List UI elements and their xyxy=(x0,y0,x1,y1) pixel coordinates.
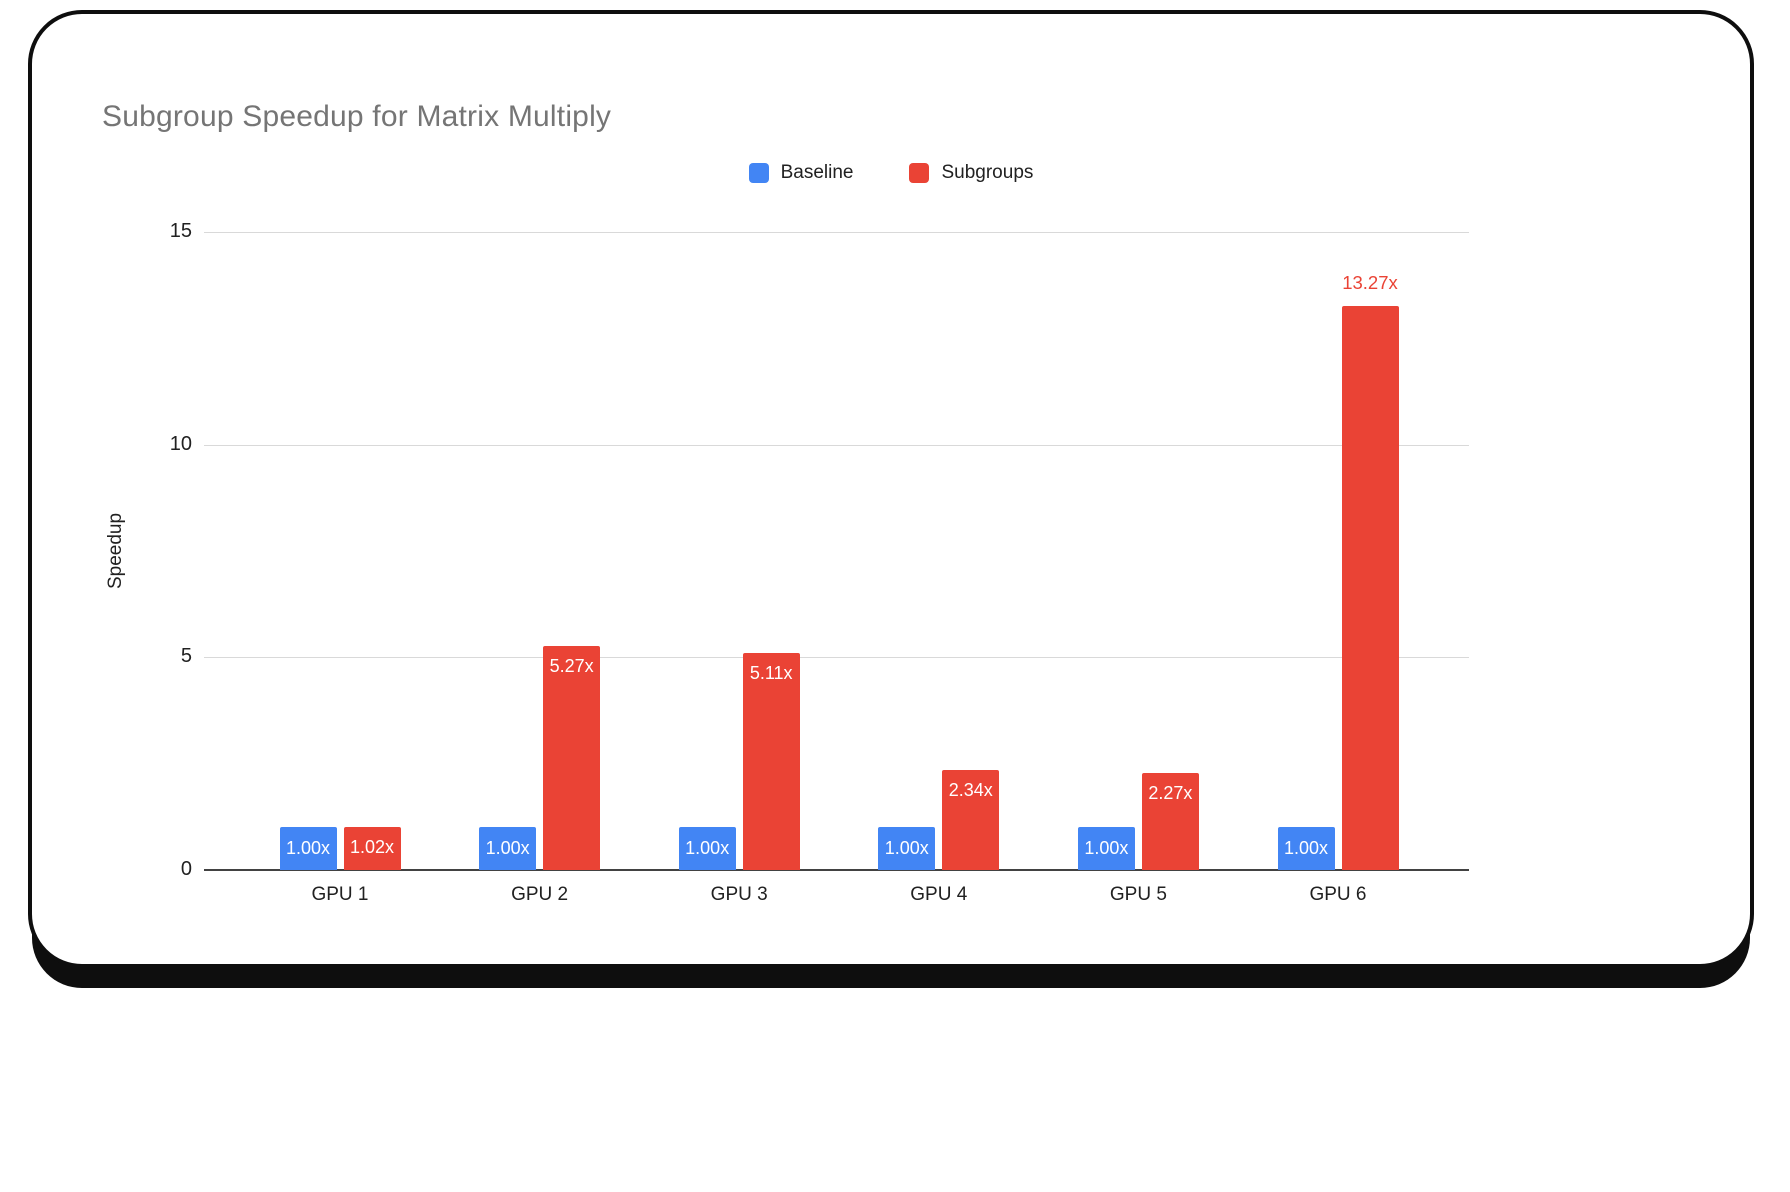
x-axis-line xyxy=(204,869,1469,871)
legend-item-baseline: Baseline xyxy=(748,162,854,184)
legend-item-subgroups: Subgroups xyxy=(909,162,1033,184)
bar-baseline-gpu-1 xyxy=(279,827,337,870)
bar-subgroups-gpu-1 xyxy=(343,826,401,870)
bar-subgroups-gpu-3 xyxy=(742,652,800,870)
y-tick-label: 10 xyxy=(169,432,192,455)
x-tick-label: GPU 3 xyxy=(710,884,768,905)
y-tick-label: 5 xyxy=(180,645,192,668)
bar-label: 1.00x xyxy=(485,837,530,858)
bar-subgroups-gpu-5 xyxy=(1141,773,1199,870)
bar-label: 1.00x xyxy=(884,837,929,858)
legend-label: Subgroups xyxy=(941,162,1034,183)
legend: Baseline Subgroups xyxy=(32,162,1750,184)
x-tick-label: GPU 4 xyxy=(910,884,968,905)
bar-label: 1.00x xyxy=(1283,837,1329,858)
chart: Subgroup Speedup for Matrix Multiply Bas… xyxy=(32,14,1750,964)
gridline xyxy=(204,657,1469,659)
x-tick-label: GPU 2 xyxy=(511,884,569,905)
bar-baseline-gpu-2 xyxy=(479,827,537,870)
bar-subgroups-gpu-2 xyxy=(543,645,601,870)
gridline xyxy=(204,232,1469,233)
legend-swatch-subgroups xyxy=(909,163,930,183)
x-tick-label: GPU 1 xyxy=(311,884,369,905)
bar-label: 2.27x xyxy=(1148,783,1193,804)
bar-label: 1.00x xyxy=(285,837,331,858)
bar-label: 1.00x xyxy=(685,837,730,858)
legend-label: Baseline xyxy=(780,162,854,183)
bar-subgroups-gpu-4 xyxy=(942,770,1000,870)
legend-swatch-baseline xyxy=(748,163,769,183)
bar-label: 1.00x xyxy=(1084,837,1129,858)
bar-subgroups-gpu-6 xyxy=(1341,305,1399,870)
bar-label: 13.27x xyxy=(1342,271,1398,293)
bar-label: 5.11x xyxy=(749,662,793,683)
bar-baseline-gpu-6 xyxy=(1277,827,1335,870)
bar-label: 2.34x xyxy=(948,780,993,801)
y-tick-label: 0 xyxy=(180,858,192,880)
x-tick-label: GPU 5 xyxy=(1109,884,1167,905)
gridline xyxy=(204,444,1469,446)
bar-baseline-gpu-3 xyxy=(678,827,736,870)
bar-label: 1.02x xyxy=(349,837,395,858)
bar-baseline-gpu-5 xyxy=(1077,827,1135,870)
y-axis-label: Speedup xyxy=(105,512,126,590)
chart-card: Subgroup Speedup for Matrix Multiply Bas… xyxy=(28,10,1754,968)
y-tick-label: 15 xyxy=(169,220,192,242)
bar-baseline-gpu-4 xyxy=(878,827,936,870)
x-tick-label: GPU 6 xyxy=(1309,884,1367,905)
chart-title: Subgroup Speedup for Matrix Multiply xyxy=(102,100,612,133)
bar-label: 5.27x xyxy=(549,655,594,676)
